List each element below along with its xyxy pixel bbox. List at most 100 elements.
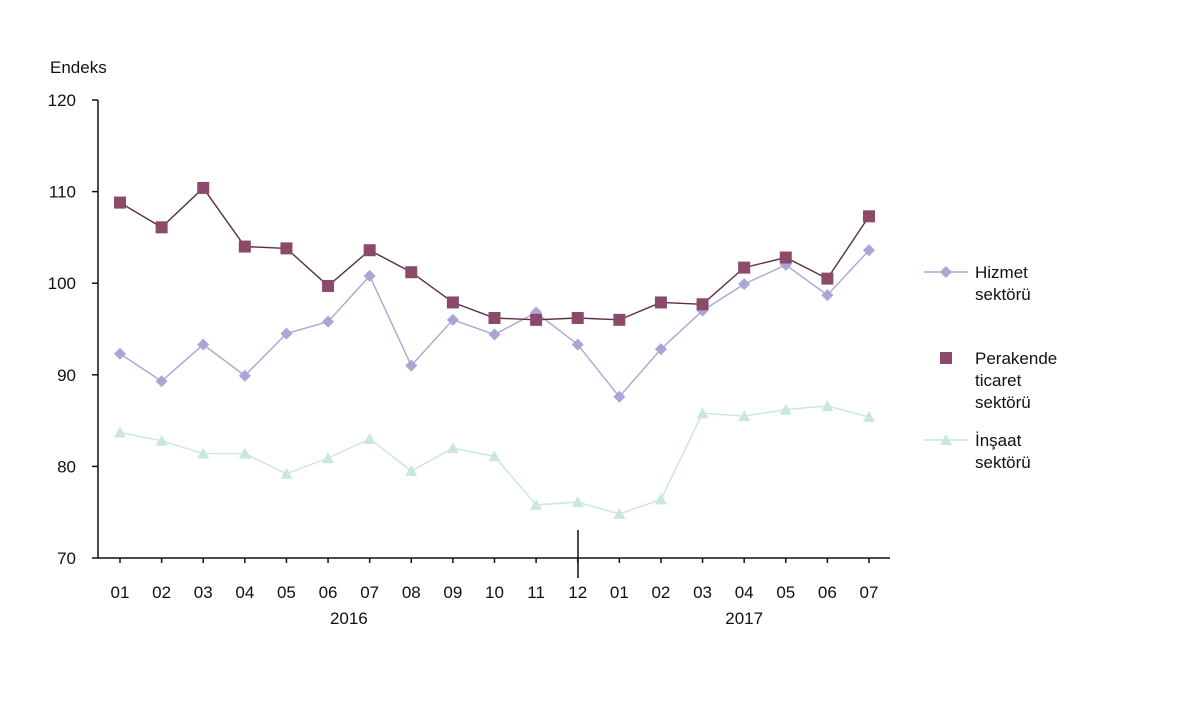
- x-tick-label: 04: [235, 583, 254, 602]
- data-point: [530, 498, 543, 510]
- x-tick-label: 03: [194, 583, 213, 602]
- data-point: [114, 196, 126, 209]
- data-point: [696, 298, 709, 311]
- data-point: [530, 313, 543, 326]
- legend-marker: [940, 352, 952, 364]
- data-point: [571, 312, 584, 325]
- y-tick-label: 90: [57, 366, 76, 385]
- data-point: [571, 338, 584, 351]
- data-point: [863, 210, 875, 223]
- data-point: [613, 390, 626, 403]
- data-point: [238, 447, 251, 459]
- year-labels: 2016 2017: [330, 609, 763, 628]
- data-point: [738, 261, 751, 274]
- data-point: [197, 447, 210, 459]
- legend-marker: [940, 266, 952, 278]
- x-tick-label: 09: [443, 583, 462, 602]
- legend-label: sektörü: [975, 393, 1031, 412]
- series-diamond: [114, 244, 875, 403]
- data-point: [446, 313, 459, 326]
- series-line: [119, 186, 870, 321]
- data-point: [114, 426, 126, 438]
- data-point: [405, 464, 418, 476]
- x-tick-label: 01: [111, 583, 130, 602]
- data-point: [363, 432, 376, 444]
- data-point: [654, 493, 667, 505]
- y-tick-label: 100: [48, 274, 76, 293]
- data-point: [779, 251, 792, 264]
- x-tick-label: 05: [277, 583, 296, 602]
- data-point: [779, 403, 792, 415]
- x-tick-label: 01: [610, 583, 629, 602]
- data-point: [613, 313, 626, 326]
- data-point: [654, 296, 667, 309]
- legend-label: Perakende: [975, 349, 1057, 368]
- year-label: 2016: [330, 609, 368, 628]
- data-point: [322, 279, 335, 292]
- data-point: [488, 328, 501, 341]
- y-axis-title: Endeks: [50, 58, 107, 77]
- data-point: [280, 327, 293, 340]
- legend-label: sektörü: [975, 285, 1031, 304]
- data-point: [155, 221, 168, 234]
- data-point: [322, 315, 335, 328]
- y-tick-label: 120: [48, 91, 76, 110]
- data-point: [446, 296, 459, 309]
- series-group: [114, 181, 875, 520]
- data-point: [488, 312, 501, 325]
- legend-label: Hizmet: [975, 263, 1028, 282]
- legend-marker: [940, 434, 952, 445]
- data-point: [238, 369, 251, 382]
- series-triangle: [114, 399, 875, 520]
- legend-item: Hizmet sektörü: [924, 263, 1031, 304]
- x-tick-label: 06: [319, 583, 338, 602]
- data-point: [654, 343, 667, 356]
- data-point: [363, 244, 376, 257]
- data-point: [488, 450, 501, 462]
- data-point: [280, 242, 293, 255]
- x-tick-label: 07: [360, 583, 379, 602]
- x-tick-label: 12: [568, 583, 587, 602]
- data-point: [821, 289, 834, 302]
- legend: Hizmet sektörü Perakende ticaret sektörü İnşa…: [924, 263, 1057, 472]
- data-point: [363, 269, 376, 282]
- y-tick-label: 80: [57, 457, 76, 476]
- y-tick-label: 70: [57, 549, 76, 568]
- data-point: [863, 410, 875, 422]
- data-point: [155, 375, 168, 388]
- legend-item: Perakende ticaret sektörü: [940, 349, 1057, 412]
- data-point: [197, 338, 210, 351]
- data-point: [322, 452, 335, 464]
- legend-item: İnşaat sektörü: [924, 431, 1031, 472]
- x-tick-label: 02: [651, 583, 670, 602]
- x-tick-label: 08: [402, 583, 421, 602]
- legend-label: ticaret: [975, 371, 1022, 390]
- x-ticks: 01 02 03 04 05 06 07 08 09 10 11 12 01 02 03 04 05 06 07: [111, 558, 879, 602]
- legend-label: İnşaat: [975, 431, 1022, 450]
- data-point: [571, 496, 584, 508]
- data-point: [738, 278, 751, 291]
- data-point: [821, 399, 834, 411]
- data-point: [405, 359, 418, 372]
- x-tick-label: 10: [485, 583, 504, 602]
- x-tick-label: 04: [735, 583, 754, 602]
- x-tick-label: 11: [527, 583, 545, 602]
- data-point: [280, 467, 293, 479]
- data-point: [446, 442, 459, 454]
- data-point: [696, 407, 709, 419]
- x-tick-label: 03: [693, 583, 712, 602]
- series-square: [114, 181, 875, 326]
- x-tick-label: 02: [152, 583, 171, 602]
- year-label: 2017: [725, 609, 763, 628]
- data-point: [238, 240, 251, 253]
- y-ticks: 70 80 90 100 110 120: [48, 91, 98, 568]
- data-point: [405, 266, 418, 279]
- data-point: [114, 347, 126, 360]
- data-point: [863, 244, 875, 257]
- data-point: [613, 508, 626, 520]
- data-point: [197, 181, 210, 194]
- x-tick-label: 07: [860, 583, 879, 602]
- data-point: [821, 272, 834, 285]
- data-point: [738, 410, 751, 422]
